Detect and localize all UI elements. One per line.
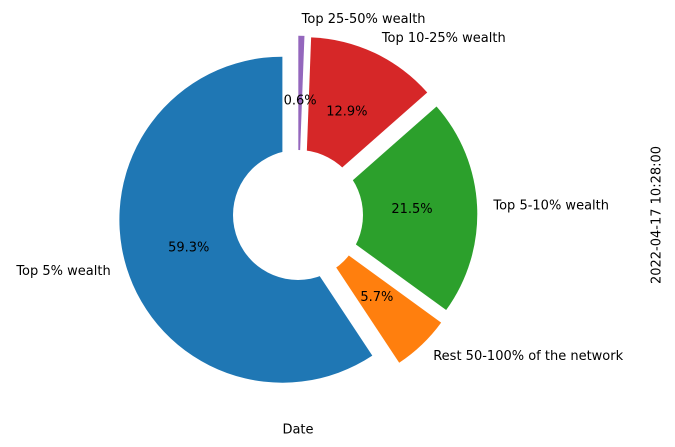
x-axis-label: Date (282, 423, 313, 438)
percent-label: 0.6% (284, 93, 317, 108)
slice-label: Top 5-10% wealth (492, 198, 609, 213)
pie-slice (304, 37, 428, 201)
slice-label: Top 10-25% wealth (381, 31, 506, 46)
slice-label: Top 5% wealth (15, 264, 110, 279)
donut-hole (233, 150, 363, 280)
slice-label: Top 25-50% wealth (301, 12, 426, 27)
y-axis-label: 2022-04-17 10:28:00 (650, 146, 665, 284)
slice-label: Rest 50-100% of the network (433, 349, 623, 364)
percent-label: 21.5% (391, 202, 432, 217)
pie-slice (314, 106, 478, 311)
percent-label: 12.9% (326, 104, 367, 119)
percent-label: 5.7% (360, 290, 393, 305)
percent-label: 59.3% (168, 240, 209, 255)
